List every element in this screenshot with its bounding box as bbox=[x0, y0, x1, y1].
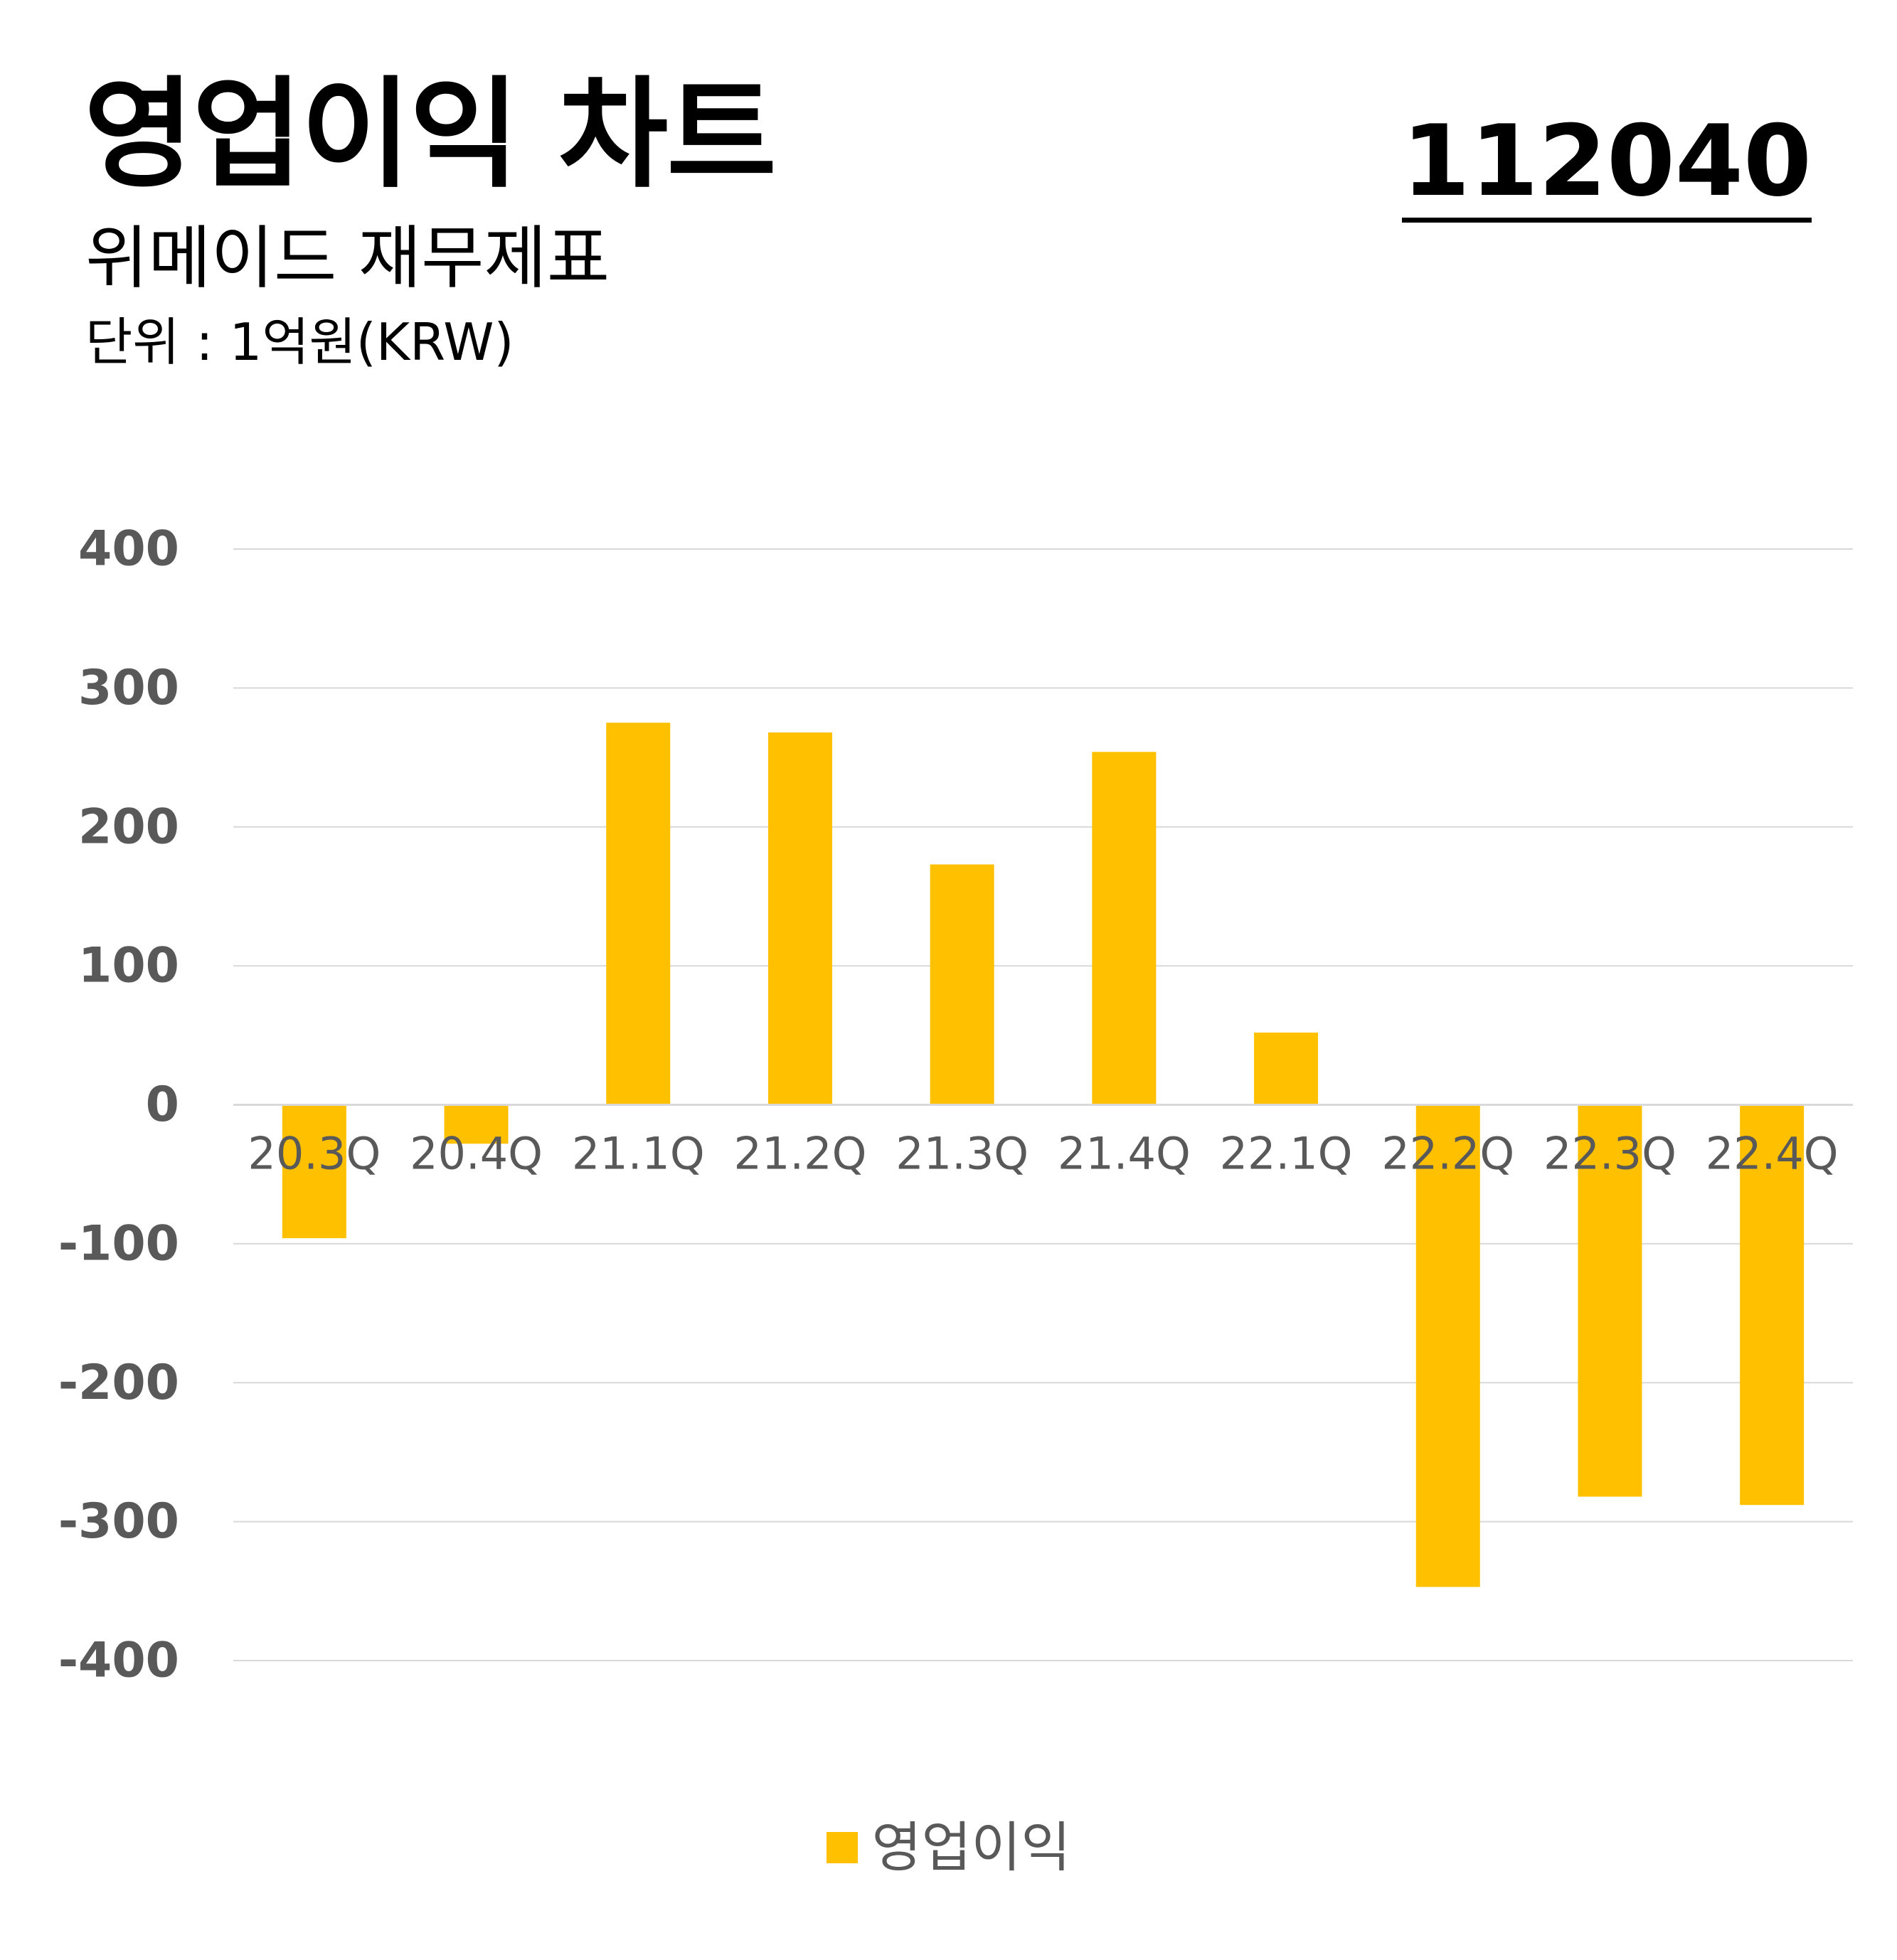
y-tick-label: -400 bbox=[58, 1633, 179, 1689]
y-tick-label: -100 bbox=[58, 1215, 179, 1272]
page-title: 영업이익 차트 bbox=[84, 65, 777, 204]
x-tick-label: 22.3Q bbox=[1543, 1128, 1677, 1180]
x-tick-label: 21.1Q bbox=[572, 1128, 705, 1180]
y-tick-label: 200 bbox=[78, 799, 179, 855]
legend-label: 영업이익 bbox=[871, 1816, 1071, 1879]
y-tick-label: -200 bbox=[58, 1355, 179, 1411]
stock-code: 112040 bbox=[1401, 112, 1812, 223]
page-subtitle: 위메이드 재무제표 bbox=[85, 218, 610, 298]
x-tick-label: 21.2Q bbox=[734, 1128, 867, 1180]
bar bbox=[1740, 1104, 1805, 1506]
bar bbox=[1415, 1104, 1480, 1587]
legend: 영업이익 bbox=[0, 1821, 1897, 1875]
x-tick-label: 20.4Q bbox=[410, 1128, 543, 1180]
y-tick-label: 400 bbox=[78, 521, 179, 577]
bar bbox=[930, 864, 994, 1105]
bar bbox=[1254, 1032, 1319, 1105]
y-tick-label: 100 bbox=[78, 938, 179, 994]
x-tick-label: 22.1Q bbox=[1220, 1128, 1353, 1180]
bar bbox=[767, 732, 832, 1105]
x-axis-ticks: 20.3Q 20.4Q 21.1Q 21.2Q 21.3Q 21.4Q 22.1Q 22.2Q… bbox=[248, 1128, 1838, 1180]
bar bbox=[606, 723, 671, 1105]
bars bbox=[282, 723, 1805, 1587]
x-tick-label: 22.2Q bbox=[1381, 1128, 1514, 1180]
x-tick-label: 21.4Q bbox=[1058, 1128, 1191, 1180]
x-tick-label: 22.4Q bbox=[1706, 1128, 1839, 1180]
y-axis-ticks: 400 300 200 100 0 -100 -200 -300 -400 bbox=[58, 521, 179, 1689]
bar bbox=[282, 1104, 346, 1239]
x-tick-label: 21.3Q bbox=[896, 1128, 1029, 1180]
x-tick-label: 20.3Q bbox=[248, 1128, 381, 1180]
bar bbox=[444, 1104, 509, 1144]
bar bbox=[1092, 752, 1157, 1105]
bar bbox=[1578, 1104, 1642, 1497]
y-tick-label: -300 bbox=[58, 1493, 179, 1550]
y-tick-label: 0 bbox=[146, 1077, 179, 1133]
y-tick-label: 300 bbox=[78, 660, 179, 716]
legend-swatch bbox=[826, 1832, 858, 1863]
unit-label: 단위 : 1억원(KRW) bbox=[85, 312, 514, 372]
